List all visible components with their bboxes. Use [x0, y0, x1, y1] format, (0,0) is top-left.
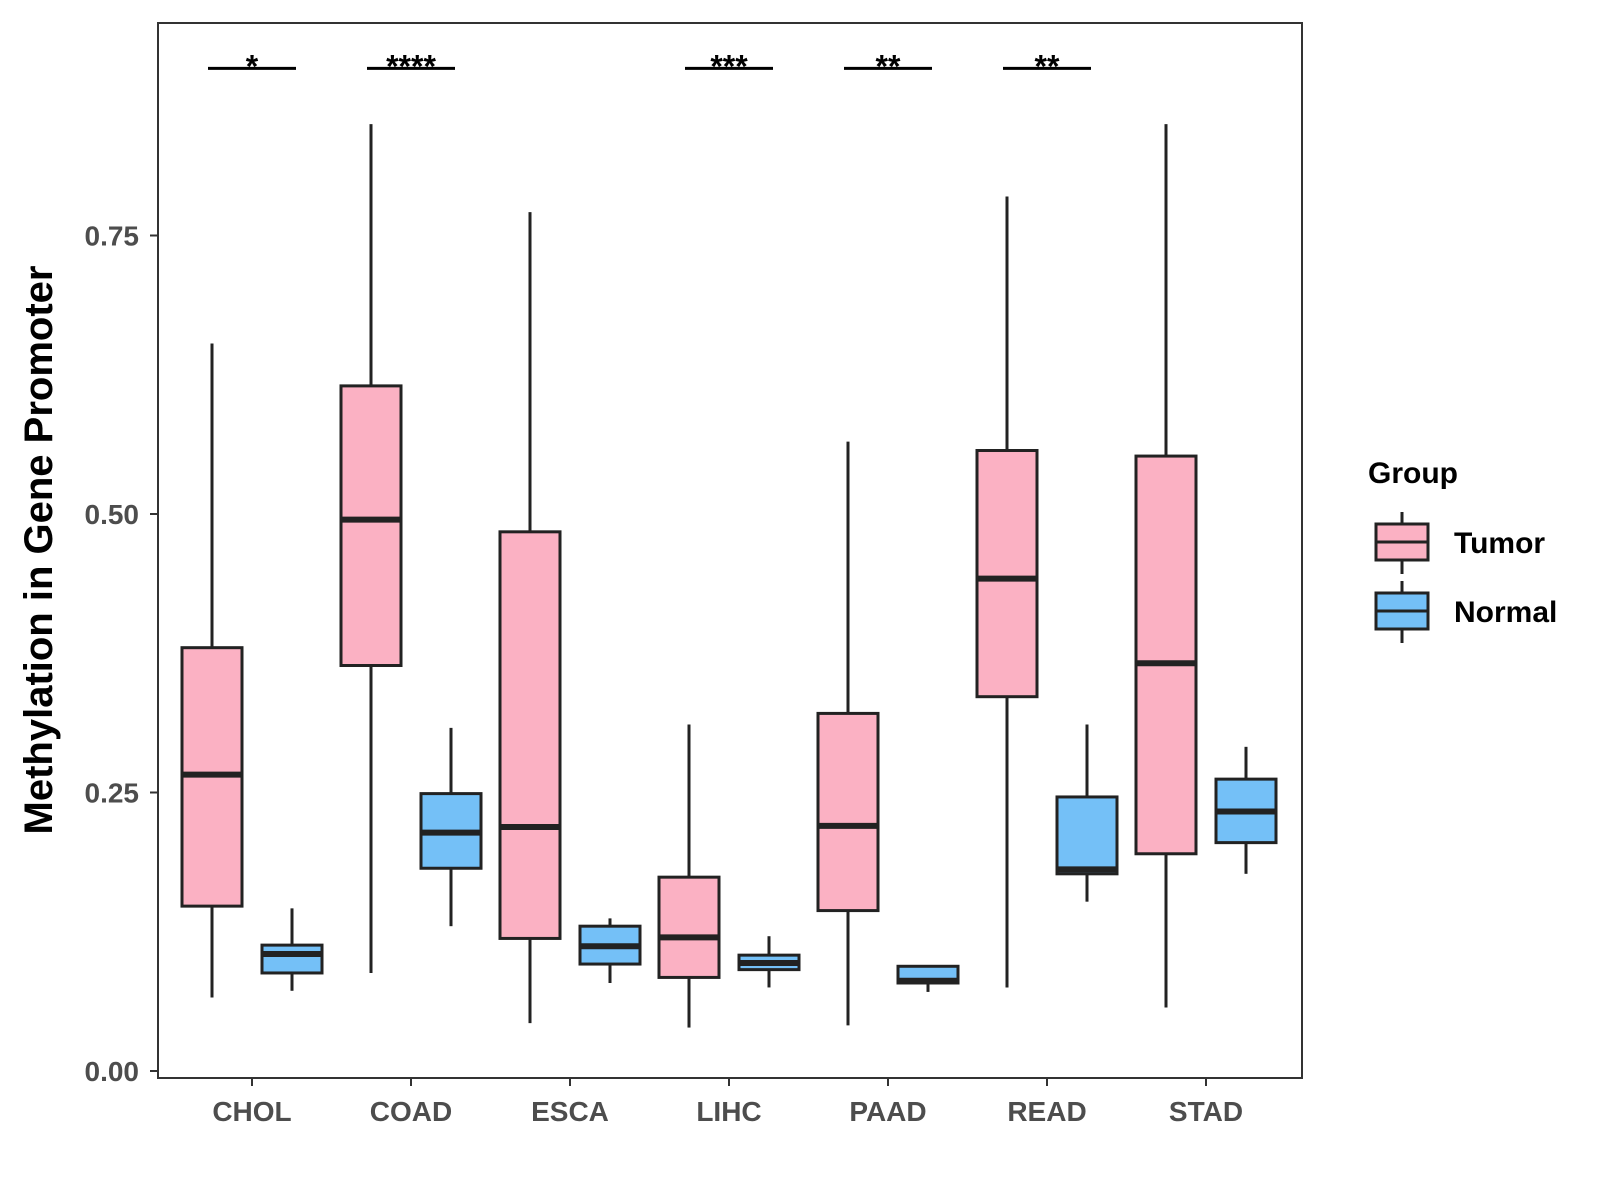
- x-tick-label-read: READ: [1007, 1096, 1086, 1127]
- legend-label-tumor: Tumor: [1454, 527, 1545, 560]
- y-axis-title: Methylation in Gene Promoter: [17, 266, 61, 835]
- significance-label-lihc: ***: [710, 48, 748, 84]
- y-tick-label: 0.25: [85, 778, 140, 809]
- x-tick-label-chol: CHOL: [212, 1096, 291, 1127]
- significance-label-paad: **: [876, 48, 901, 84]
- box-paad-tumor: [816, 711, 880, 913]
- significance-label-coad: ****: [386, 48, 436, 84]
- y-tick-label: 0.75: [85, 221, 140, 252]
- legend: Group Tumor Normal: [1368, 457, 1557, 643]
- legend-label-normal: Normal: [1454, 596, 1557, 629]
- panel-background: [158, 23, 1302, 1078]
- box-stad-tumor: [1134, 454, 1198, 856]
- box-chol-normal: [260, 943, 324, 975]
- box-esca-tumor: [498, 530, 562, 940]
- x-axis: CHOL COAD ESCA LIHC PAAD READ STAD: [212, 1078, 1243, 1127]
- box-lihc-tumor: [657, 875, 721, 979]
- box-read-normal: [1055, 795, 1119, 876]
- x-tick-label-paad: PAAD: [849, 1096, 926, 1127]
- y-tick-label: 0.00: [85, 1056, 140, 1087]
- significance-label-chol: *: [246, 48, 259, 84]
- y-tick-label: 0.50: [85, 499, 140, 530]
- x-tick-label-stad: STAD: [1169, 1096, 1243, 1127]
- x-tick-label-lihc: LIHC: [696, 1096, 761, 1127]
- box-read-tumor: [975, 449, 1039, 699]
- x-tick-label-esca: ESCA: [531, 1096, 609, 1127]
- legend-title: Group: [1368, 457, 1458, 490]
- significance-layer: * **** *** ** **: [208, 48, 1091, 84]
- y-axis: 0.00 0.25 0.50 0.75: [85, 221, 158, 1087]
- x-tick-label-coad: COAD: [370, 1096, 452, 1127]
- box-coad-tumor: [339, 384, 403, 668]
- significance-label-read: **: [1035, 48, 1060, 84]
- boxes-layer: [180, 124, 1278, 1028]
